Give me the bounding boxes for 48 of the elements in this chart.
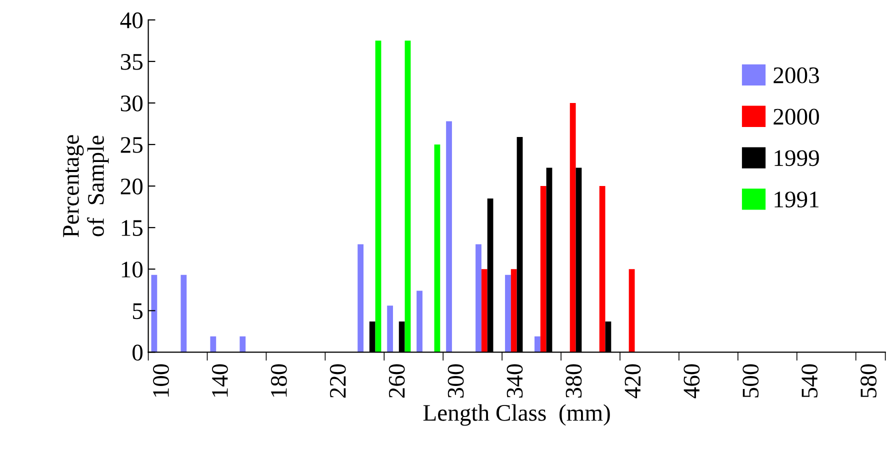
x-axis-title: Length Class (mm) [423,404,610,426]
x-tick-label: 260 [388,364,405,398]
x-tick-label: 380 [566,364,582,398]
bar [151,274,158,352]
bar [446,121,452,352]
x-tick-label: 540 [802,364,818,398]
y-tick-label: 5 [133,303,143,320]
x-tick-label: 300 [448,364,464,398]
legend-label: 1999 [774,150,819,166]
y-tick-label: 25 [120,137,143,153]
x-tick-label: 580 [860,364,877,398]
x-tick-label: 180 [270,364,287,397]
bar [210,336,216,352]
legend-label: 2003 [774,67,819,84]
bar [434,144,440,352]
bar [540,186,546,352]
x-tick-label: 220 [330,364,346,398]
y-tick-label: 15 [122,220,143,236]
y-tick-label: 30 [120,95,143,112]
bar [570,102,576,352]
legend-label: 2000 [774,108,819,125]
bar [476,244,482,352]
bar [628,269,635,352]
bar [534,336,540,352]
bar [387,306,393,352]
bar [358,244,364,352]
x-tick-label: 500 [742,364,759,398]
bar [240,336,246,352]
y-tick-label: 20 [120,178,143,194]
x-tick-label: 460 [684,364,700,398]
bar [505,274,511,352]
bar [510,269,517,352]
y-tick-label: 10 [122,262,143,278]
x-tick-label: 140 [212,364,228,397]
bar [404,40,411,352]
bar [599,186,606,352]
y-tick-label: 40 [120,12,143,28]
x-tick-label: 100 [153,364,169,397]
legend-label: 1991 [774,192,818,208]
bar [481,269,488,352]
x-tick-label: 340 [506,364,523,398]
x-tick-label: 420 [624,364,641,398]
bar [180,274,187,352]
y-axis-title: Percentage of Sample [63,135,109,238]
y-tick-label: 35 [120,54,143,70]
y-tick-label: 0 [132,344,143,361]
bar [375,40,382,352]
bar [416,290,422,352]
